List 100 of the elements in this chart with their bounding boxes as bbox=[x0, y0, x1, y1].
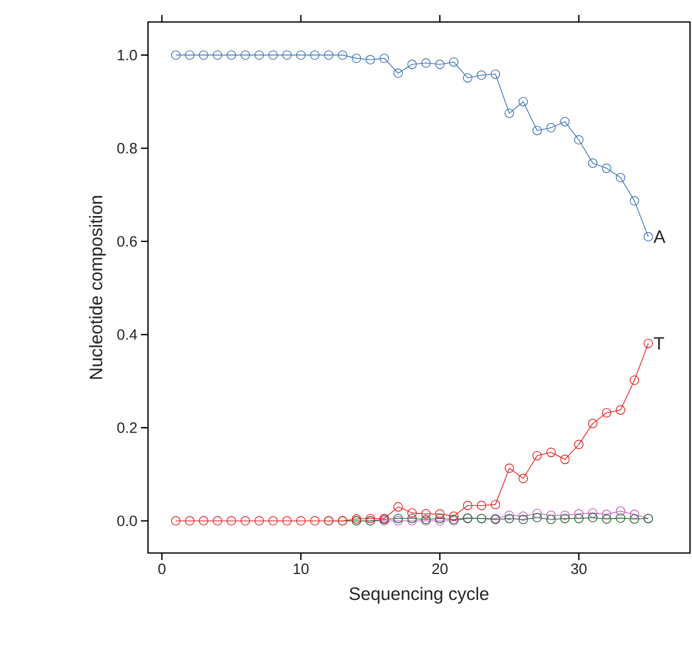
x-tick-label: 10 bbox=[294, 564, 309, 574]
point bbox=[254, 516, 264, 526]
point bbox=[490, 500, 500, 510]
point bbox=[630, 375, 640, 385]
point bbox=[212, 50, 222, 60]
point bbox=[616, 405, 626, 415]
point bbox=[240, 516, 250, 526]
point bbox=[616, 513, 626, 523]
point bbox=[630, 510, 640, 520]
point bbox=[532, 126, 542, 136]
point bbox=[226, 50, 236, 60]
point bbox=[435, 514, 445, 524]
x-axis-title: Sequencing cycle bbox=[350, 586, 488, 604]
point bbox=[546, 514, 556, 524]
point bbox=[268, 516, 278, 526]
point bbox=[602, 408, 612, 418]
point bbox=[407, 516, 417, 526]
point bbox=[352, 54, 362, 64]
point bbox=[366, 514, 376, 524]
point bbox=[268, 50, 278, 60]
point bbox=[212, 516, 222, 526]
y-tick-label: 0.2 bbox=[117, 422, 137, 433]
point bbox=[560, 454, 570, 464]
point bbox=[602, 510, 612, 520]
point bbox=[560, 116, 570, 126]
x-tick-label: 0 bbox=[158, 564, 166, 574]
point bbox=[616, 506, 626, 516]
point bbox=[296, 516, 306, 526]
point bbox=[518, 512, 528, 521]
point bbox=[449, 512, 458, 521]
point bbox=[504, 464, 514, 473]
point bbox=[574, 514, 584, 524]
point bbox=[644, 338, 654, 348]
point bbox=[282, 50, 292, 60]
x-tick-label: 20 bbox=[432, 564, 448, 574]
point bbox=[310, 516, 320, 526]
point bbox=[588, 418, 598, 428]
point bbox=[518, 514, 528, 524]
point bbox=[518, 474, 528, 484]
point bbox=[184, 516, 194, 526]
point bbox=[588, 158, 598, 168]
point bbox=[616, 172, 626, 182]
point bbox=[198, 50, 208, 60]
point bbox=[435, 60, 445, 70]
y-tick-label: 0.6 bbox=[117, 236, 137, 247]
point bbox=[421, 58, 431, 68]
y-axis-title: Nucleotide composition bbox=[89, 196, 106, 379]
annotation: T bbox=[654, 337, 664, 350]
point bbox=[630, 196, 640, 206]
point bbox=[380, 54, 389, 64]
y-tick-label: 0.8 bbox=[117, 142, 137, 154]
point bbox=[296, 50, 306, 60]
point bbox=[560, 510, 570, 520]
point bbox=[476, 70, 486, 80]
point bbox=[407, 60, 417, 70]
point bbox=[393, 514, 403, 524]
point bbox=[504, 514, 514, 524]
y-tick-label: 1.0 bbox=[118, 50, 137, 60]
point bbox=[644, 232, 654, 242]
point bbox=[282, 516, 292, 526]
point bbox=[546, 510, 556, 520]
point bbox=[532, 512, 542, 522]
point bbox=[602, 514, 612, 524]
point bbox=[602, 164, 612, 173]
point bbox=[407, 514, 417, 524]
point bbox=[532, 450, 542, 460]
point bbox=[393, 516, 403, 526]
annotation: A bbox=[654, 230, 666, 243]
point bbox=[574, 135, 584, 145]
point bbox=[171, 516, 180, 526]
point bbox=[504, 510, 514, 520]
point bbox=[476, 500, 486, 510]
point bbox=[588, 512, 598, 522]
point bbox=[393, 502, 403, 512]
point bbox=[338, 50, 348, 60]
point bbox=[226, 516, 236, 526]
point bbox=[574, 440, 584, 450]
point bbox=[393, 68, 403, 78]
point bbox=[588, 508, 598, 518]
point bbox=[435, 509, 445, 519]
point bbox=[504, 108, 514, 118]
point bbox=[532, 508, 542, 518]
point bbox=[518, 96, 528, 106]
point bbox=[254, 50, 264, 60]
point bbox=[560, 514, 570, 524]
point bbox=[198, 516, 208, 526]
point bbox=[366, 55, 376, 64]
point bbox=[630, 514, 640, 524]
point bbox=[462, 500, 472, 510]
point bbox=[546, 448, 556, 458]
point bbox=[421, 509, 431, 519]
point bbox=[435, 516, 445, 526]
point bbox=[324, 50, 334, 60]
point bbox=[171, 50, 180, 60]
x-tick-label: 30 bbox=[571, 564, 587, 574]
point bbox=[240, 50, 250, 60]
point bbox=[407, 508, 417, 518]
y-tick-label: 0.4 bbox=[117, 329, 138, 340]
y-tick-label: 0.0 bbox=[117, 516, 137, 526]
point bbox=[574, 509, 584, 519]
